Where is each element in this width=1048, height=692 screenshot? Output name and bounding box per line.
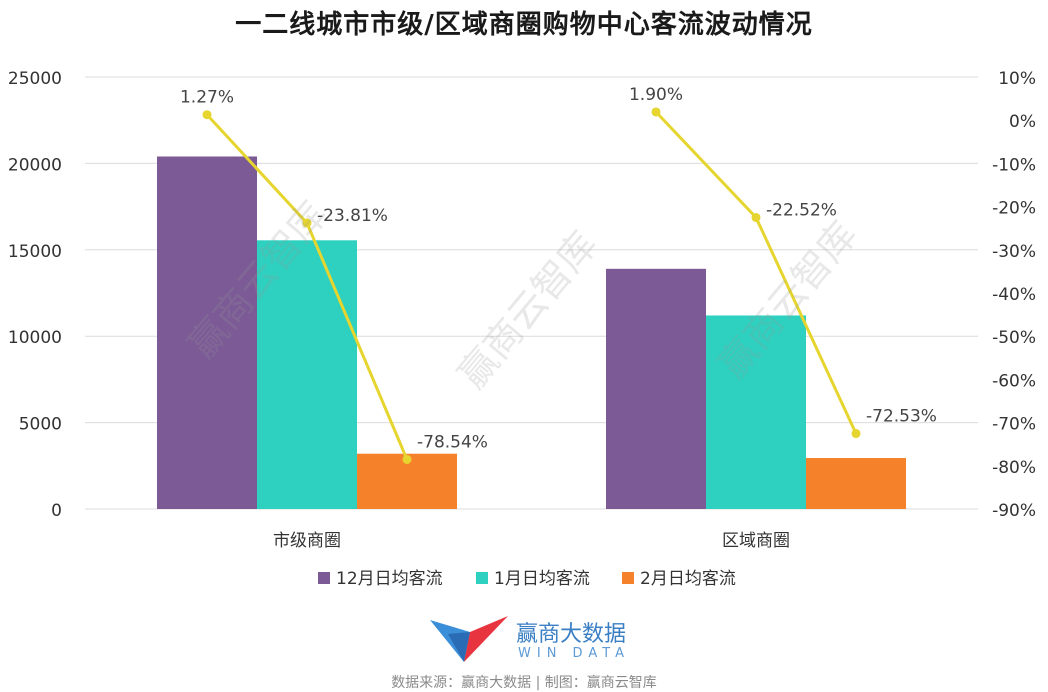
legend-label: 1月日均客流: [494, 569, 590, 589]
logo-subtext: WIN DATA: [518, 646, 631, 661]
legend: 12月日均客流 1月日均客流 2月日均客流: [318, 569, 736, 589]
rate-lines: 1.27% -23.81% -78.54% 1.90% -22.52% -72.53%: [180, 85, 937, 464]
legend-swatch: [318, 572, 330, 584]
data-label: -22.52%: [766, 200, 837, 220]
x-tick-label: 区域商圈: [722, 531, 790, 551]
rate-point: [302, 218, 312, 228]
source-note: 数据来源：赢商大数据 | 制图：赢商云智库: [391, 675, 657, 691]
legend-label: 12月日均客流: [336, 569, 443, 589]
y-tick-label: 10000: [8, 328, 62, 348]
legend-swatch: [476, 572, 488, 584]
rate-point: [751, 212, 761, 222]
chart-title: 一二线城市市级/区域商圈购物中心客流波动情况: [235, 10, 813, 40]
y2-tick-label: -20%: [992, 199, 1036, 219]
y2-tick-label: -80%: [992, 458, 1036, 478]
y-tick-label: 20000: [8, 155, 62, 175]
bar: [806, 458, 906, 509]
y-tick-label: 5000: [19, 415, 62, 435]
rate-point: [402, 454, 412, 464]
bar: [606, 268, 706, 509]
data-label: -72.53%: [866, 407, 937, 427]
left-axis-ticks: 25000 20000 15000 10000 5000 0: [8, 69, 62, 521]
y-tick-label: 0: [51, 501, 62, 521]
bar: [706, 315, 806, 509]
win-data-logo: 赢商大数据 WIN DATA: [430, 612, 650, 664]
y2-tick-label: -90%: [992, 501, 1036, 521]
legend-swatch: [622, 572, 634, 584]
bar: [257, 240, 357, 509]
data-label: -78.54%: [417, 432, 488, 452]
right-axis-ticks: 10% 0% -10% -20% -30% -40% -50% -60% -70% -80% -90…: [992, 69, 1036, 521]
category-labels: 市级商圈 区域商圈: [273, 531, 790, 551]
y2-tick-label: 0%: [1009, 112, 1036, 132]
y2-tick-label: -30%: [992, 242, 1036, 262]
legend-label: 2月日均客流: [640, 569, 736, 589]
y2-tick-label: -50%: [992, 328, 1036, 348]
bars: [157, 156, 906, 509]
data-label: 1.90%: [629, 85, 683, 105]
logo-text: 赢商大数据: [516, 622, 627, 647]
y2-tick-label: -60%: [992, 371, 1036, 391]
data-label: 1.27%: [180, 88, 234, 108]
rate-point: [851, 429, 861, 439]
rate-point: [651, 107, 661, 117]
logo-mark-icon: [430, 616, 508, 662]
y2-tick-label: 10%: [998, 69, 1036, 89]
y-tick-label: 25000: [8, 69, 62, 89]
y2-tick-label: -70%: [992, 415, 1036, 435]
data-label: -23.81%: [317, 206, 388, 226]
y-tick-label: 15000: [8, 242, 62, 262]
x-tick-label: 市级商圈: [273, 531, 341, 551]
y2-tick-label: -40%: [992, 285, 1036, 305]
bar: [157, 156, 257, 509]
y2-tick-label: -10%: [992, 155, 1036, 175]
rate-point: [202, 110, 212, 120]
